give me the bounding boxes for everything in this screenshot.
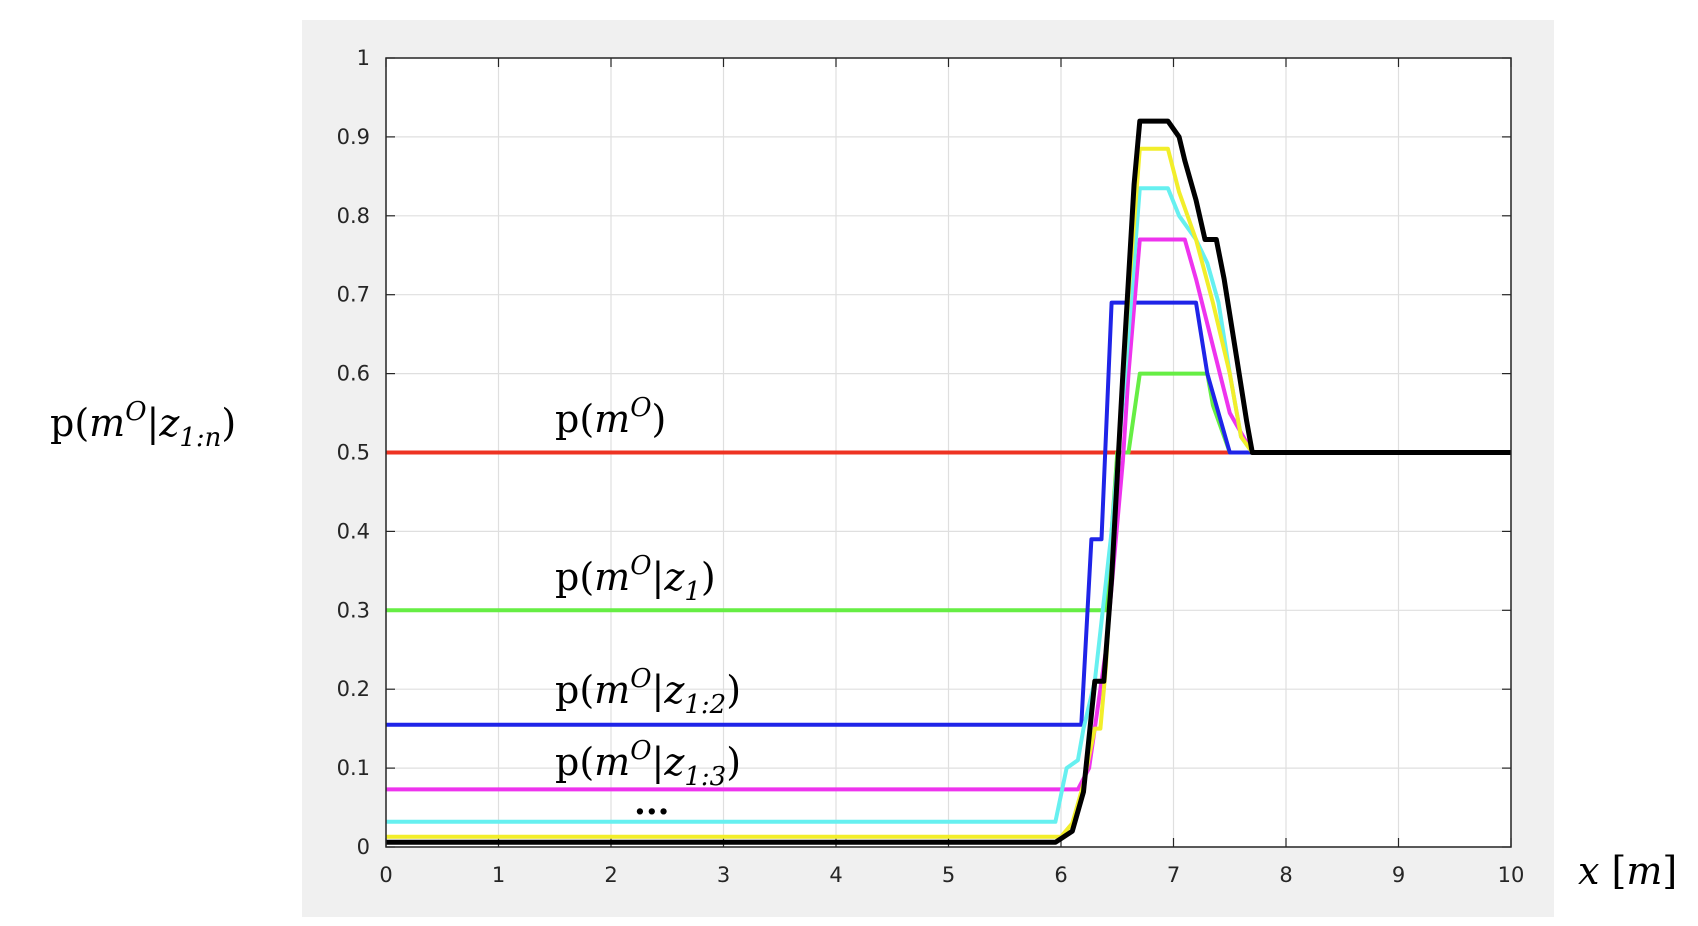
x-tick-label: 1	[492, 863, 505, 887]
y-tick-label: 1	[357, 46, 370, 70]
annotation-z1-3: p(mO|z1:3)	[555, 736, 741, 792]
y-tick-label: 0.8	[337, 204, 370, 228]
x-tick-label: 3	[717, 863, 730, 887]
y-tick-label: 0.3	[337, 598, 370, 622]
annotation-z1: p(mO|z1)	[555, 551, 716, 607]
series-group	[386, 118, 1511, 845]
x-tick-label: 0	[379, 863, 392, 887]
x-tick-label: 2	[604, 863, 617, 887]
y-axis-label: p(mO|z1:n)	[50, 397, 236, 453]
x-tick-labels: 0 1 2 3 4 5 6 7 8 9 10	[379, 863, 1524, 887]
y-tick-labels: 0 0.1 0.2 0.3 0.4 0.5 0.6 0.7 0.8 0.9 1	[337, 46, 370, 859]
x-tick-label: 9	[1392, 863, 1405, 887]
series-line-6	[386, 118, 1511, 845]
x-tick-label: 6	[1054, 863, 1067, 887]
series-line-2	[386, 300, 1511, 727]
annotation-prior: p(mO)	[555, 393, 666, 441]
y-tick-label: 0.1	[337, 756, 370, 780]
x-tick-label: 10	[1498, 863, 1525, 887]
y-tick-label: 0.9	[337, 125, 370, 149]
x-tick-label: 4	[829, 863, 842, 887]
y-tick-label: 0.6	[337, 362, 370, 386]
y-tick-label: 0.5	[337, 441, 370, 465]
x-tick-label: 7	[1167, 863, 1180, 887]
x-tick-label: 5	[942, 863, 955, 887]
annotation-z1-2: p(mO|z1:2)	[555, 664, 741, 720]
y-tick-label: 0.4	[337, 519, 370, 543]
y-tick-label: 0	[357, 835, 370, 859]
y-tick-label: 0.2	[337, 677, 370, 701]
x-tick-label: 8	[1279, 863, 1292, 887]
axes-box	[385, 57, 1512, 848]
y-tick-label: 0.7	[337, 283, 370, 307]
x-axis-label: x [m]	[1578, 849, 1677, 893]
annotation-ellipsis: ...	[634, 783, 670, 823]
